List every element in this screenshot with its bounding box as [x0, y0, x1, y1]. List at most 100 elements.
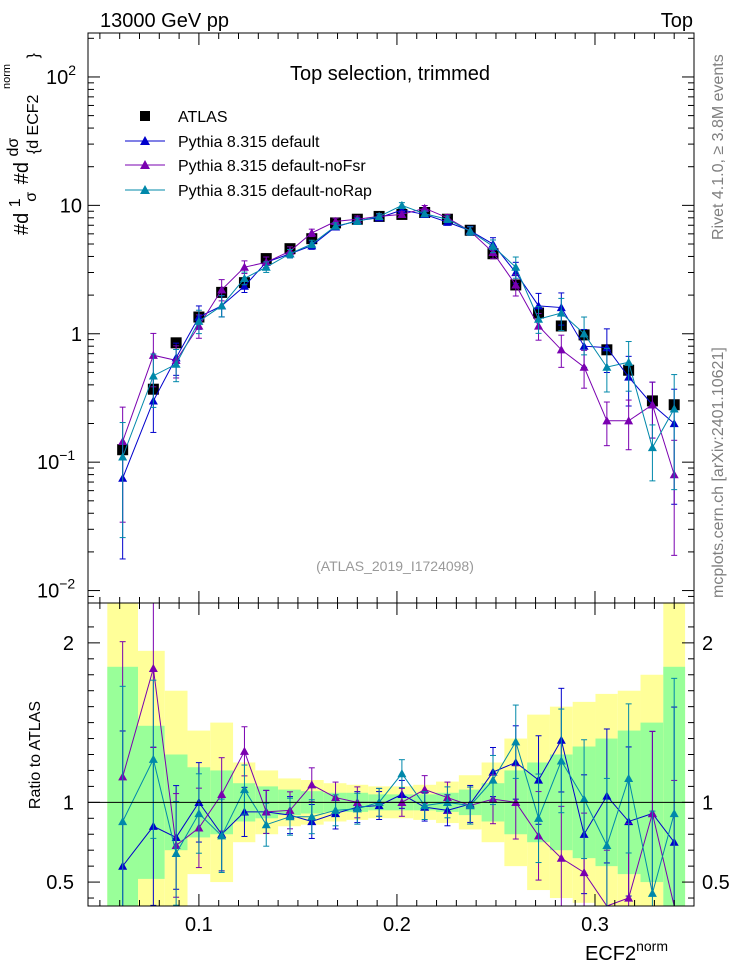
data-point-pythia-8-315-default-norap	[374, 211, 384, 221]
legend-label-default: Pythia 8.315 default	[178, 134, 320, 151]
legend-marker-default	[140, 136, 150, 145]
data-point-pythia-8-315-default-norap	[261, 262, 271, 271]
tick-base: 10	[37, 581, 59, 603]
ratio-y-tick-label-right: 0.5	[702, 872, 730, 894]
legend-label-norap: Pythia 8.315 default-noRap	[178, 183, 372, 200]
legend-marker-nofsr	[140, 160, 150, 169]
ratio-point-pythia-8-315-default-nofsr	[148, 663, 158, 672]
main-series-layer	[117, 200, 680, 560]
main-y-tick-label: 10−2	[37, 576, 75, 603]
ratio-point-pythia-8-315-default-norap	[420, 801, 430, 810]
data-point-pythia-8-315-default	[602, 343, 612, 352]
tick-exponent: −2	[59, 576, 75, 592]
ratio-point-pythia-8-315-default-nofsr	[624, 893, 634, 902]
x-tick-label: 0.1	[185, 914, 213, 936]
data-point-pythia-8-315-default-norap	[534, 314, 544, 323]
ratio-point-pythia-8-315-default-norap	[397, 769, 407, 778]
ratio-point-pythia-8-315-default-norap	[307, 812, 317, 821]
ylabel-part-5: dσ	[5, 138, 22, 157]
ratio-y-tick-label: 0.5	[46, 872, 74, 894]
ylabel-part-3: σ	[23, 192, 40, 202]
ratio-point-pythia-8-315-default-norap	[171, 848, 181, 857]
data-point-pythia-8-315-default	[239, 281, 249, 290]
data-point-pythia-8-315-default-norap	[171, 359, 181, 368]
ylabel-part-7: norm	[1, 64, 13, 89]
ylabel-part-8: }	[25, 52, 42, 58]
data-point-pythia-8-315-default-norap	[194, 316, 204, 325]
data-point-pythia-8-315-default-norap	[352, 216, 362, 226]
ratio-point-pythia-8-315-default-nofsr	[579, 868, 589, 877]
tick-base: 10	[46, 67, 68, 89]
data-point-pythia-8-315-default-nofsr	[217, 285, 227, 294]
x-axis-label-sup: norm	[636, 938, 668, 954]
ratio-point-pythia-8-315-default-norap	[602, 840, 612, 849]
data-point-pythia-8-315-default-norap	[465, 226, 475, 235]
data-point-pythia-8-315-default-nofsr	[602, 416, 612, 425]
data-point-pythia-8-315-default-norap	[647, 443, 657, 452]
data-point-pythia-8-315-default-nofsr	[420, 203, 430, 212]
ratio-point-pythia-8-315-default-nofsr	[217, 789, 227, 798]
main-y-axis-label: #d 1 σ #d dσ {d ECF2 norm }	[0, 52, 43, 235]
ratio-point-pythia-8-315-default-nofsr	[307, 780, 317, 789]
ratio-point-pythia-8-315-default-norap	[511, 737, 521, 746]
tick-exponent: 2	[68, 62, 76, 78]
ratio-point-pythia-8-315-default-norap	[239, 785, 249, 794]
main-y-tick-label: 1	[71, 324, 82, 346]
data-point-pythia-8-315-default-norap	[239, 273, 249, 282]
tick-base: 10	[37, 452, 59, 474]
ratio-point-pythia-8-315-default-norap	[647, 888, 657, 897]
ratio-y-tick-label: 2	[63, 633, 74, 655]
ratio-point-pythia-8-315-default-norap	[465, 801, 475, 810]
ratio-point-pythia-8-315-default-norap	[331, 805, 341, 814]
ratio-point-pythia-8-315-default-norap	[261, 820, 271, 829]
ylabel-part-4: #d	[11, 162, 33, 184]
data-point-pythia-8-315-default-norap	[285, 249, 295, 258]
svg-text:#d 1 σ #d: #d 1 σ #d dσ {d ECF2 norm }	[0, 52, 43, 235]
data-point-pythia-8-315-default-norap	[397, 200, 407, 209]
data-point-pythia-8-315-default-norap	[148, 371, 158, 380]
mcplots-label: mcplots.cern.ch [arXiv:2401.10621]	[710, 347, 727, 598]
data-point-pythia-8-315-default-nofsr	[579, 362, 589, 371]
ratio-y-tick-label-right: 1	[702, 792, 713, 814]
header-right: Top	[661, 10, 693, 32]
rivet-version-label: Rivet 4.1.0, ≥ 3.8M events	[710, 54, 727, 240]
legend-item-atlas: ATLAS	[140, 109, 228, 126]
data-point-pythia-8-315-default-nofsr	[239, 262, 249, 271]
legend: ATLAS Pythia 8.315 default Pythia 8.315 …	[125, 109, 372, 200]
ratio-point-pythia-8-315-default-norap	[488, 775, 498, 784]
main-y-tick-label: 102	[46, 62, 76, 89]
ratio-point-pythia-8-315-default-norap	[148, 754, 158, 763]
legend-item-default: Pythia 8.315 default	[125, 134, 320, 151]
ylabel-part-2: 1	[7, 198, 24, 207]
ratio-point-pythia-8-315-default-norap	[217, 831, 227, 840]
legend-marker-atlas	[140, 111, 150, 121]
data-point-pythia-8-315-default-nofsr	[307, 228, 317, 237]
legend-label-nofsr: Pythia 8.315 default-noFsr	[178, 158, 366, 175]
analysis-watermark: (ATLAS_2019_I1724098)	[316, 558, 474, 574]
ratio-series-layer	[118, 602, 679, 907]
x-tick-label: 0.3	[581, 914, 609, 936]
main-y-tick-label: 10	[60, 195, 82, 217]
data-point-pythia-8-315-default-norap	[420, 209, 430, 218]
data-point-pythia-8-315-default-norap	[488, 241, 498, 250]
data-point-pythia-8-315-default-nofsr	[624, 416, 634, 425]
ratio-point-pythia-8-315-default-norap	[534, 813, 544, 822]
ratio-point-pythia-8-315-default-nofsr	[556, 853, 566, 862]
ylabel-part-1: #d	[11, 213, 33, 235]
data-point-pythia-8-315-default-norap	[602, 362, 612, 371]
ratio-axes: 0.1 0.2 0.3 0.5 0.5 1 1 2 2	[46, 603, 730, 936]
chart-title: Top selection, trimmed	[290, 63, 490, 85]
data-point-pythia-8-315-default-nofsr	[556, 345, 566, 354]
main-y-tick-label: 10−1	[37, 447, 75, 474]
data-point-pythia-8-315-default-nofsr	[647, 400, 657, 409]
legend-item-norap: Pythia 8.315 default-noRap	[125, 183, 372, 200]
data-point-pythia-8-315-default-norap	[217, 301, 227, 310]
ratio-y-tick-label-right: 2	[702, 633, 713, 655]
data-point-pythia-8-315-default-norap	[307, 239, 317, 248]
ratio-point-pythia-8-315-default-norap	[194, 809, 204, 818]
ratio-band-layer	[107, 603, 686, 906]
ratio-point-pythia-8-315-default-norap	[556, 756, 566, 765]
data-point-pythia-8-315-default-norap	[579, 329, 589, 338]
